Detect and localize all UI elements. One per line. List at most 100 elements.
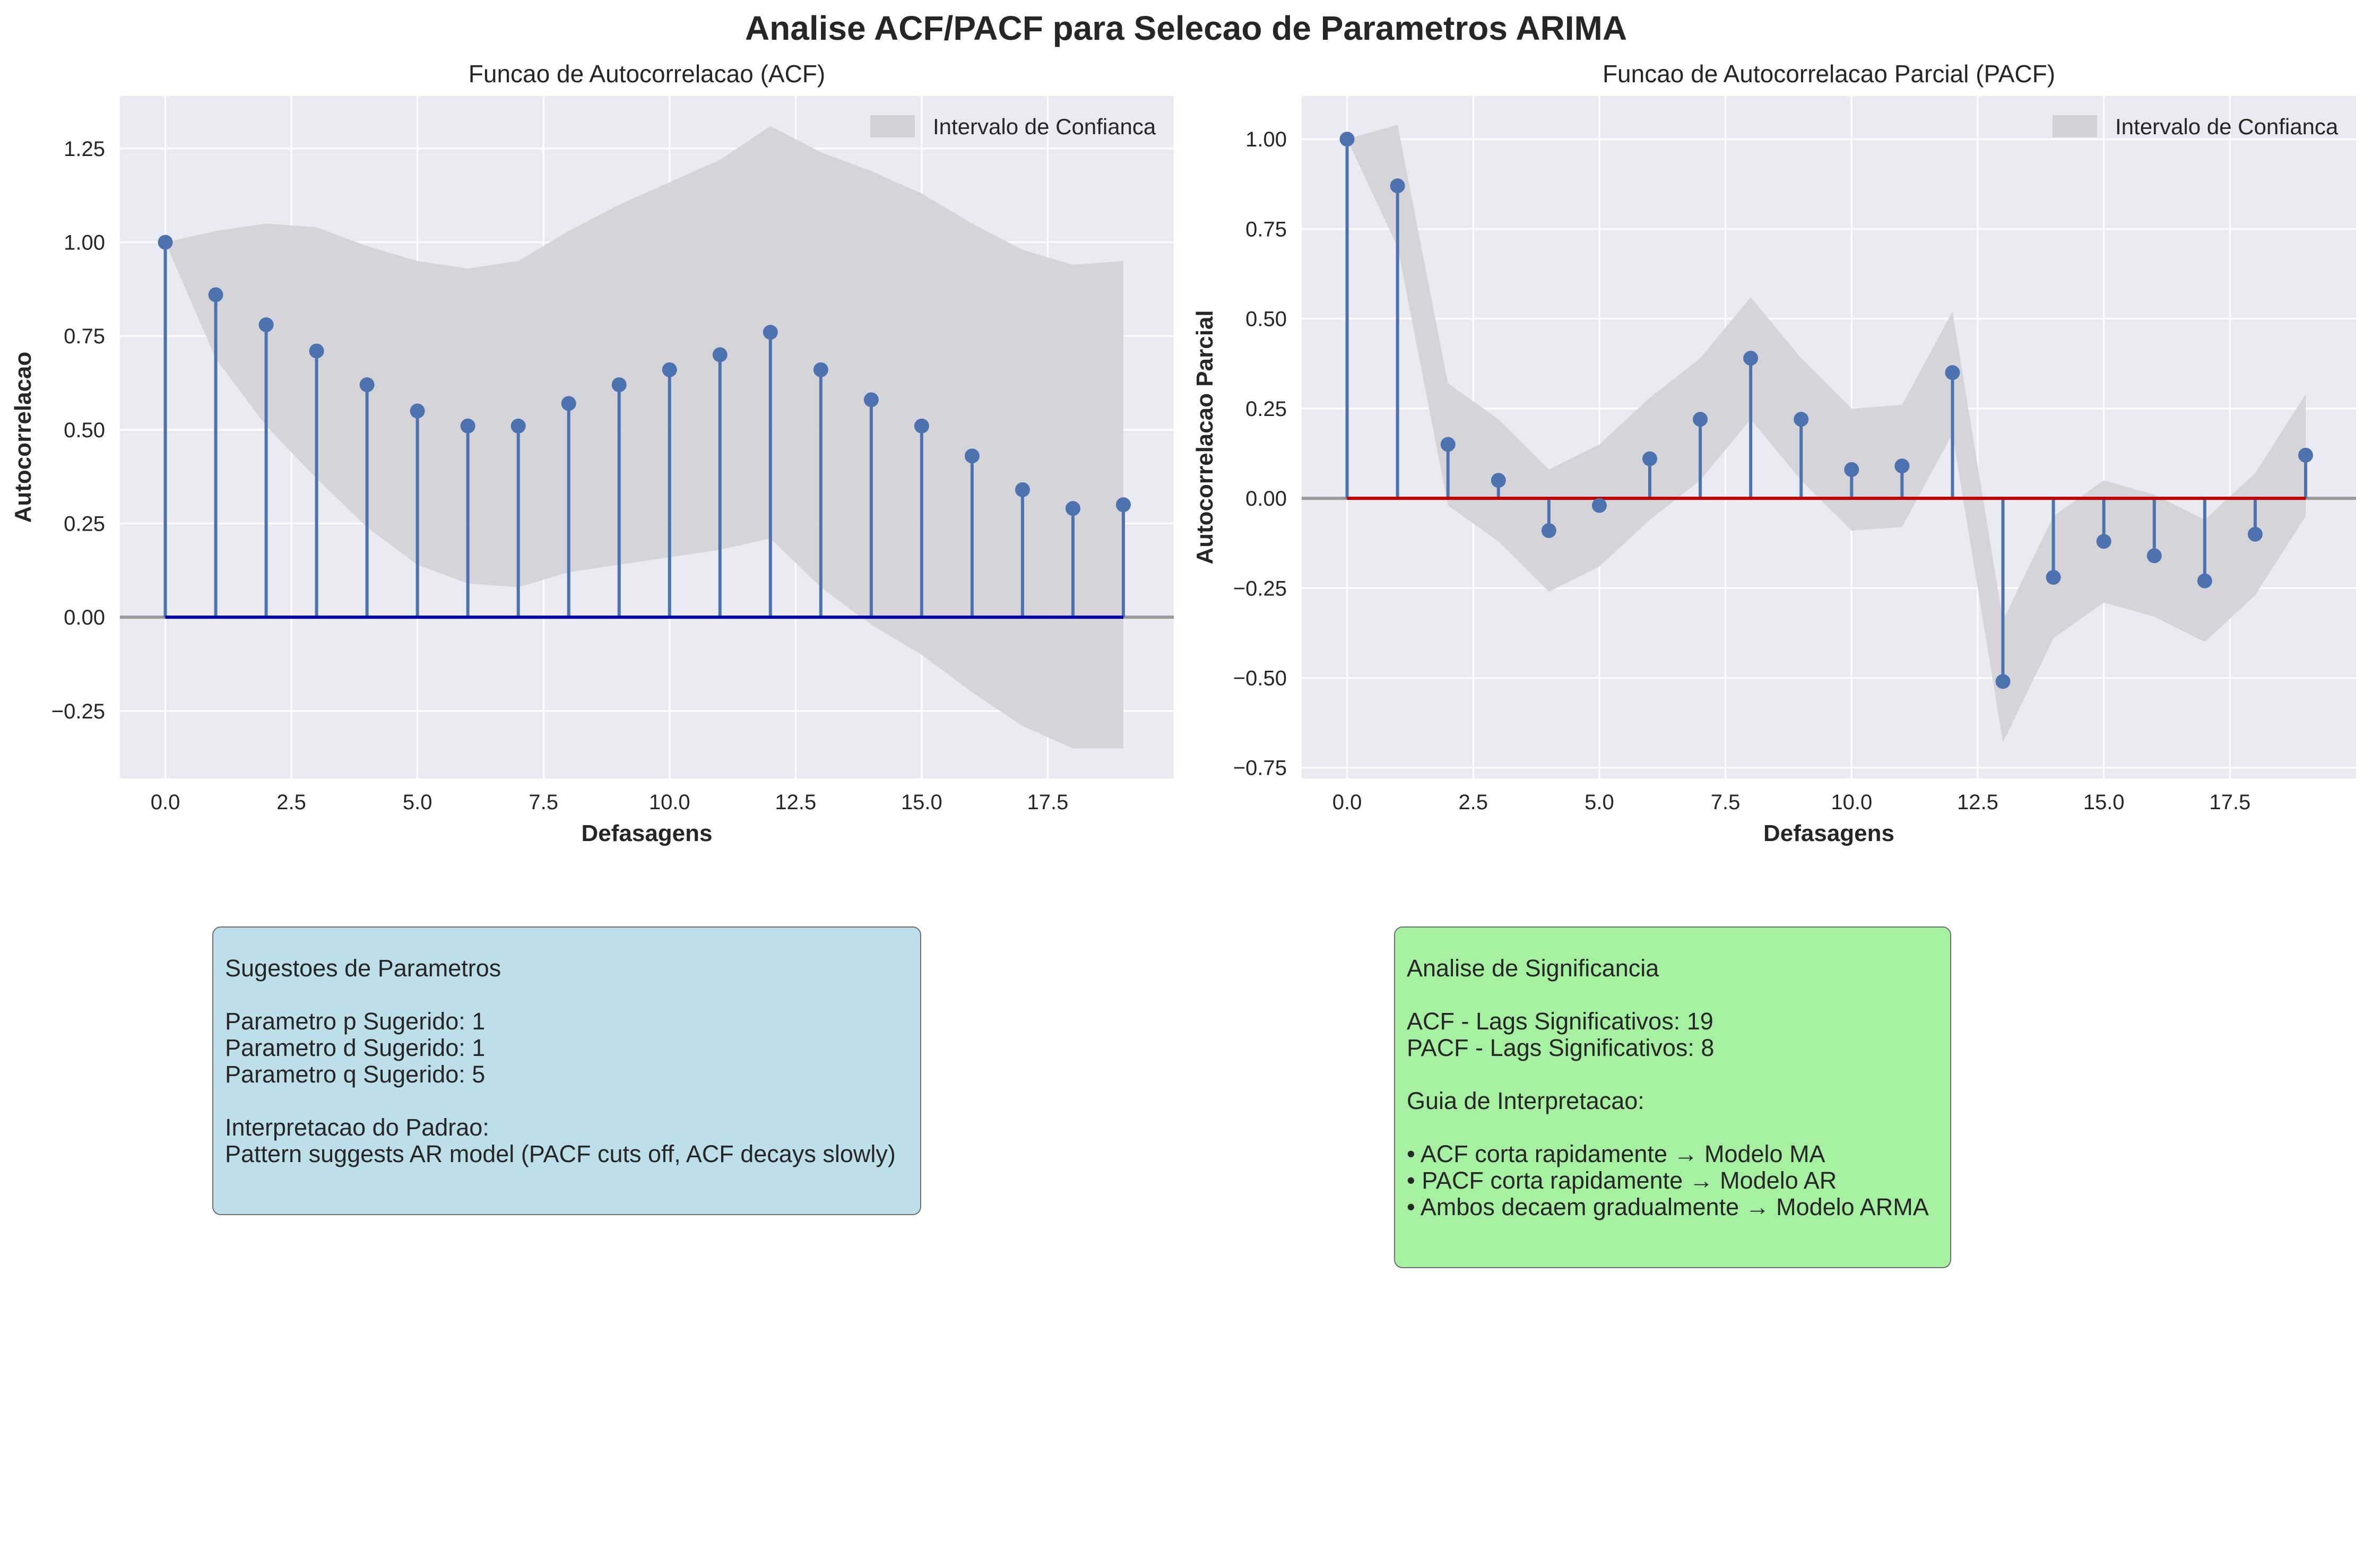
x-tick-label: 2.5 — [276, 791, 306, 814]
stem-marker — [309, 343, 324, 359]
stem-marker — [1390, 178, 1405, 194]
stem-marker — [1642, 451, 1657, 466]
stem-marker — [662, 362, 677, 377]
stem-marker — [863, 392, 879, 408]
stem-marker — [1693, 412, 1708, 427]
stem-marker — [359, 377, 375, 393]
pattern-heading: Interpretacao do Padrao: — [225, 1114, 489, 1141]
y-tick-label: 1.00 — [64, 231, 105, 255]
param-q-line: Parametro q Sugerido: 5 — [225, 1061, 486, 1088]
stem-marker — [2247, 526, 2263, 542]
stem-marker — [1945, 365, 1960, 380]
stem-marker — [1065, 501, 1080, 516]
y-tick-label: 1.00 — [1245, 128, 1287, 151]
confidence-interval-band — [165, 126, 1123, 749]
guide-item: • PACF corta rapidamente → Modelo AR — [1407, 1167, 1837, 1194]
y-tick-label: 0.75 — [64, 325, 105, 348]
stem-marker — [1743, 351, 1759, 366]
stem-marker — [1015, 482, 1030, 497]
guide-heading: Guia de Interpretacao: — [1407, 1087, 1644, 1114]
acf-significant-lags: ACF - Lags Significativos: 19 — [1407, 1008, 1713, 1035]
param-d-line: Parametro d Sugerido: 1 — [225, 1034, 486, 1061]
stem-marker — [1491, 473, 1506, 488]
params-heading: Sugestoes de Parametros — [225, 955, 501, 982]
stem-marker — [1591, 498, 1607, 513]
stem-marker — [2146, 548, 2162, 564]
y-tick-label: 1.25 — [64, 137, 105, 161]
legend-swatch — [2053, 115, 2097, 137]
x-tick-label: 15.0 — [2083, 791, 2125, 814]
stem-marker — [1115, 497, 1131, 513]
plot-title: Funcao de Autocorrelacao Parcial (PACF) — [1603, 60, 2055, 88]
stem-marker — [2046, 569, 2061, 585]
stem-marker — [208, 287, 223, 302]
legend-label: Intervalo de Confianca — [2115, 114, 2339, 139]
stem-marker — [2096, 534, 2111, 549]
stem-marker — [2197, 573, 2212, 588]
plot-title: Funcao de Autocorrelacao (ACF) — [469, 60, 825, 88]
y-tick-label: −0.25 — [51, 700, 105, 723]
stem-marker — [460, 418, 475, 434]
stem-marker — [1894, 458, 1910, 474]
acf-chart: 0.0 2.5 5.0 7.5 10.0 12.5 15.0 17.5 −0.25 0.00 0.2… — [10, 60, 1174, 846]
y-tick-label: 0.25 — [1245, 397, 1287, 421]
x-tick-label: 5.0 — [1585, 791, 1614, 814]
param-p-line: Parametro p Sugerido: 1 — [225, 1008, 486, 1035]
legend-label: Intervalo de Confianca — [933, 114, 1156, 139]
y-tick-label: −0.75 — [1233, 757, 1287, 780]
y-tick-label: 0.50 — [64, 419, 105, 442]
stem-marker — [561, 396, 576, 411]
stem-marker — [410, 403, 425, 419]
stem-marker — [611, 377, 627, 393]
stem-marker — [158, 235, 173, 250]
x-tick-label: 10.0 — [649, 791, 690, 814]
y-tick-label: 0.25 — [64, 513, 105, 536]
stem-marker — [914, 418, 929, 434]
stem-marker — [1440, 437, 1456, 452]
x-tick-label: 17.5 — [2209, 791, 2250, 814]
stem-marker — [763, 325, 778, 340]
x-tick-label: 0.0 — [151, 791, 180, 814]
x-tick-label: 5.0 — [403, 791, 432, 814]
x-tick-label: 12.5 — [775, 791, 816, 814]
y-tick-label: 0.00 — [1245, 487, 1287, 510]
stem-marker — [1794, 412, 1809, 427]
guide-item: • Ambos decaem gradualmente → Modelo ARM… — [1407, 1193, 1929, 1220]
stem-marker — [2298, 447, 2313, 463]
stem-marker — [1541, 523, 1556, 538]
significance-heading: Analise de Significancia — [1407, 955, 1659, 982]
x-tick-label: 7.5 — [529, 791, 558, 814]
x-tick-label: 17.5 — [1027, 791, 1069, 814]
x-axis-label: Defasagens — [1763, 820, 1894, 846]
x-tick-label: 2.5 — [1458, 791, 1488, 814]
x-tick-label: 7.5 — [1711, 791, 1741, 814]
y-tick-label: 0.50 — [1245, 308, 1287, 331]
y-tick-label: −0.50 — [1233, 666, 1287, 690]
stem-marker — [813, 362, 828, 377]
stem-marker — [510, 418, 526, 434]
y-tick-label: 0.00 — [64, 606, 105, 629]
y-tick-label: −0.25 — [1233, 577, 1287, 600]
y-axis-label: Autocorrelacao — [10, 352, 36, 523]
legend-swatch — [870, 115, 915, 137]
stem-marker — [1995, 674, 2011, 689]
stem-marker — [1339, 132, 1355, 147]
pacf-chart: 0.0 2.5 5.0 7.5 10.0 12.5 15.0 17.5 −0.75 −0.50 −0… — [1192, 60, 2356, 846]
y-axis-label: Autocorrelacao Parcial — [1192, 310, 1218, 564]
stem-marker — [1844, 462, 1859, 477]
figure-title: Analise ACF/PACF para Selecao de Paramet… — [745, 9, 1627, 47]
parameter-suggestions-box: Sugestoes de Parametros Parametro p Suge… — [212, 926, 921, 1215]
x-tick-label: 10.0 — [1831, 791, 1872, 814]
confidence-interval-band — [1347, 125, 2306, 743]
x-tick-label: 15.0 — [901, 791, 942, 814]
stem-marker — [258, 317, 274, 333]
x-tick-label: 0.0 — [1332, 791, 1362, 814]
y-tick-label: 0.75 — [1245, 218, 1287, 241]
stem-marker — [964, 448, 980, 464]
x-axis-label: Defasagens — [581, 820, 712, 846]
guide-item: • ACF corta rapidamente → Modelo MA — [1407, 1140, 1825, 1167]
x-tick-label: 12.5 — [1957, 791, 1998, 814]
pacf-significant-lags: PACF - Lags Significativos: 8 — [1407, 1034, 1715, 1061]
pattern-text: Pattern suggests AR model (PACF cuts off… — [225, 1140, 896, 1167]
significance-analysis-box: Analise de Significancia ACF - Lags Sign… — [1394, 926, 1951, 1268]
